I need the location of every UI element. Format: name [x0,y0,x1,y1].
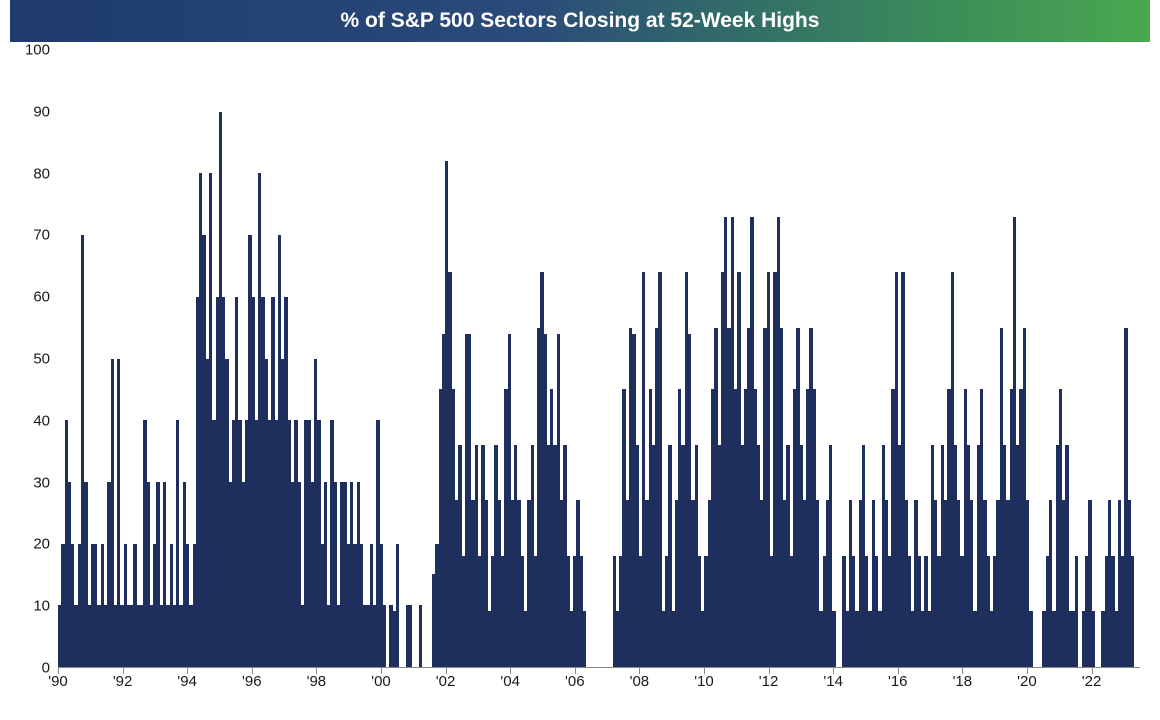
x-tick-label: '22 [1082,673,1102,690]
y-tick-label: 40 [10,412,50,429]
chart-title: % of S&P 500 Sectors Closing at 52-Week … [10,0,1150,42]
y-tick-label: 90 [10,103,50,120]
x-axis: '90'92'94'96'98'00'02'04'06'08'10'12'14'… [58,668,1140,690]
chart-container: % of S&P 500 Sectors Closing at 52-Week … [0,0,1160,720]
plot-area: 0102030405060708090100 '90'92'94'96'98'0… [58,50,1140,690]
x-tick-label: '08 [630,673,650,690]
x-tick-label: '96 [242,673,262,690]
bars-region [58,50,1140,668]
y-tick-label: 50 [10,351,50,368]
y-tick-label: 10 [10,598,50,615]
y-tick-label: 80 [10,165,50,182]
x-tick-label: '98 [307,673,327,690]
x-tick-label: '04 [500,673,520,690]
bar [396,544,399,667]
bar [1092,611,1095,667]
x-tick-label: '16 [888,673,908,690]
y-tick-label: 60 [10,289,50,306]
x-tick-label: '14 [823,673,843,690]
x-tick-label: '90 [48,673,68,690]
x-tick-label: '92 [113,673,133,690]
x-tick-label: '02 [436,673,456,690]
x-tick-label: '00 [371,673,391,690]
x-tick-label: '94 [177,673,197,690]
x-tick-label: '06 [565,673,585,690]
y-tick-label: 100 [10,42,50,59]
bar [1029,611,1032,667]
bar [658,272,661,667]
y-tick-label: 30 [10,474,50,491]
x-tick-label: '18 [953,673,973,690]
bar [409,605,412,667]
bar [419,605,422,667]
x-tick-label: '20 [1017,673,1037,690]
y-tick-label: 0 [10,660,50,677]
bar [383,605,386,667]
y-tick-label: 70 [10,227,50,244]
bar [1131,556,1134,667]
y-tick-label: 20 [10,536,50,553]
x-tick-label: '10 [694,673,714,690]
x-tick-label: '12 [759,673,779,690]
bar [1075,556,1078,667]
bar [583,611,586,667]
y-axis: 0102030405060708090100 [10,50,54,668]
bar [832,611,835,667]
